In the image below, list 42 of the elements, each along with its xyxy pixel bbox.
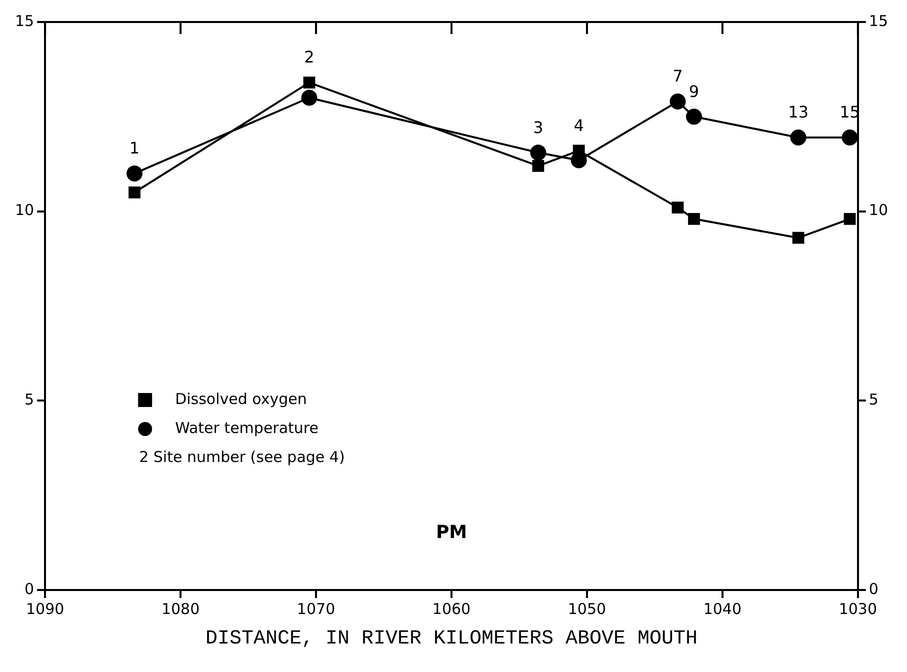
- legend-label: Dissolved oxygen: [175, 390, 307, 408]
- point: [844, 212, 856, 225]
- x-tick-label: 1050: [568, 600, 606, 618]
- point: [670, 94, 686, 110]
- x-tick-label: 1040: [703, 600, 742, 618]
- x-tick-label: 1090: [26, 600, 64, 618]
- annotation: 1: [129, 138, 140, 158]
- point: [688, 212, 700, 225]
- x-tick-label: 1030: [838, 600, 878, 618]
- annotation: 7: [672, 66, 683, 86]
- y2-tick-label: 0: [868, 580, 878, 598]
- point: [842, 129, 858, 146]
- point: [126, 165, 142, 182]
- y-tick-label: 0: [24, 580, 34, 598]
- annotation: 2 Site number (see page 4): [139, 448, 345, 466]
- y2-tick-label: 5: [868, 390, 878, 409]
- point: [572, 144, 585, 157]
- x-tick-label: 1080: [161, 600, 200, 618]
- point: [530, 144, 546, 161]
- annotation: 3: [533, 118, 544, 137]
- point: [128, 186, 140, 198]
- annotation: 2: [304, 48, 314, 67]
- annotation: 9: [688, 82, 700, 101]
- y2-tick-label: 10: [868, 201, 888, 220]
- point: [686, 108, 702, 125]
- annotation: 4: [574, 116, 584, 135]
- y-tick-label: 10: [14, 201, 34, 220]
- x-tick-label: 1060: [432, 600, 471, 618]
- annotation: PM: [436, 522, 468, 544]
- x-tick-label: 1070: [296, 600, 336, 618]
- point: [672, 202, 684, 214]
- legend-label: Water temperature: [175, 418, 318, 437]
- point: [532, 160, 544, 172]
- point: [301, 90, 318, 106]
- point: [303, 76, 316, 89]
- y2-tick-label: 15: [868, 12, 888, 30]
- annotation: 13: [788, 102, 808, 122]
- point: [790, 129, 806, 146]
- point: [792, 232, 804, 244]
- x-axis-title: DISTANCE, IN RIVER KILOMETERS ABOVE MOUTH: [205, 627, 698, 650]
- y-tick-label: 5: [24, 390, 34, 409]
- y-tick-label: 15: [14, 12, 34, 30]
